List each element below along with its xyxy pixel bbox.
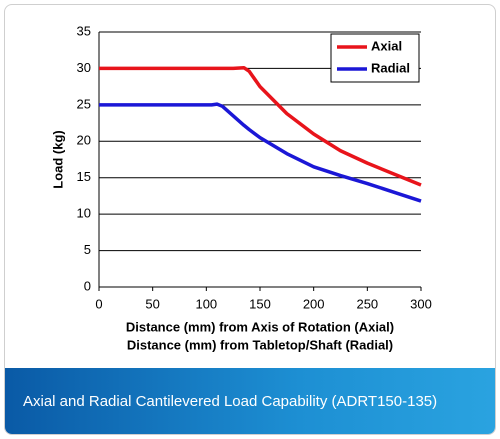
x-tick-label: 100 xyxy=(195,296,217,311)
legend-box xyxy=(330,33,420,83)
y-tick-label: 5 xyxy=(84,242,91,257)
y-tick-label: 25 xyxy=(77,96,91,111)
x-tick-label: 150 xyxy=(249,296,271,311)
x-axis-label: Distance (mm) from Axis of Rotation (Axi… xyxy=(126,319,394,334)
series-line xyxy=(99,102,422,203)
x-tick-label: 50 xyxy=(145,296,159,311)
caption: Axial and Radial Cantilevered Load Capab… xyxy=(5,368,495,434)
x-tick-label: 200 xyxy=(303,296,325,311)
y-tick-label: 30 xyxy=(77,60,91,75)
y-tick-label: 15 xyxy=(77,169,91,184)
y-tick-label: 0 xyxy=(84,278,91,293)
legend-label: Radial xyxy=(371,60,410,75)
y-tick-label: 35 xyxy=(77,23,91,38)
y-tick-label: 10 xyxy=(77,206,91,221)
chart: 0 5 10 15 20 25 30 35 0 50 100 150 200 250 300 Distance… xyxy=(50,23,432,352)
series-line xyxy=(99,65,422,187)
y-axis-label: Load (kg) xyxy=(50,130,65,189)
y-tick-label: 20 xyxy=(77,133,91,148)
card: 0 5 10 15 20 25 30 35 0 50 100 150 200 250 300 Distance… xyxy=(4,4,496,435)
x-axis-label: Distance (mm) from Tabletop/Shaft (Radia… xyxy=(127,337,393,352)
x-tick-label: 0 xyxy=(95,296,102,311)
x-tick-label: 250 xyxy=(356,296,378,311)
legend-label: Axial xyxy=(371,38,402,53)
x-tick-label: 300 xyxy=(410,296,432,311)
